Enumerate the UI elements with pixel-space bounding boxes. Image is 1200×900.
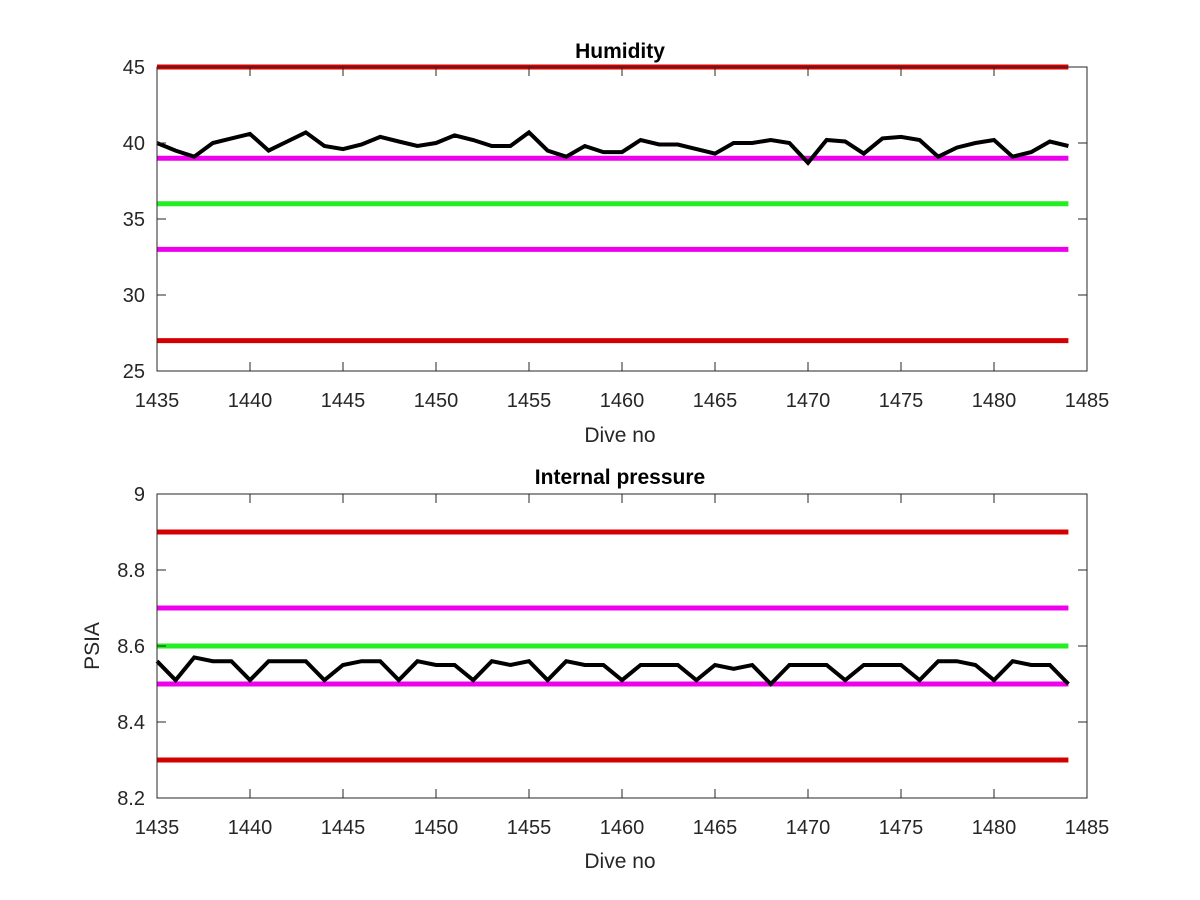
humidity-x-tick-label: 1480: [972, 390, 1017, 412]
humidity-x-tick-label: 1435: [135, 390, 180, 412]
humidity-ticks: 1435 1440 1445 1450 1455 1460 1465 1470 1475 1480…: [123, 57, 1110, 412]
pressure-x-tick-label: 1475: [879, 817, 924, 839]
humidity-x-axis-label: Dive no: [584, 424, 655, 447]
pressure-measurement-line: [155, 655, 1070, 687]
pressure-y-tick-label: 8.4: [117, 712, 145, 734]
pressure-x-tick-label: 1460: [600, 817, 645, 839]
humidity-measurement-line: [156, 129, 1069, 166]
humidity-title: Humidity: [575, 40, 665, 63]
humidity-plot-area: [156, 64, 1069, 344]
humidity-x-tick-label: 1485: [1065, 390, 1110, 412]
humidity-x-tick-label: 1455: [507, 390, 552, 412]
pressure-x-tick-label: 1445: [321, 817, 366, 839]
pressure-y-tick-label: 8.6: [117, 636, 145, 658]
pressure-x-tick-label: 1435: [135, 817, 180, 839]
humidity-x-tick-label: 1475: [879, 390, 924, 412]
humidity-y-tick-label: 45: [123, 57, 145, 79]
pressure-ticks: 1435 1440 1445 1450 1455 1460 1465 1470 1475 1480…: [117, 484, 1109, 839]
pressure-plot-area: [155, 529, 1070, 763]
humidity-x-tick-label: 1450: [414, 390, 459, 412]
pressure-subplot: Internal pressure 1435 1440 1445 1450 1455 14…: [81, 466, 1109, 873]
humidity-subplot: Humidity 1435 1440 1445 1450 1455 1460 1465 147…: [123, 40, 1110, 447]
pressure-x-tick-label: 1480: [972, 817, 1017, 839]
pressure-x-tick-label: 1450: [414, 817, 459, 839]
pressure-title: Internal pressure: [535, 466, 705, 489]
pressure-x-tick-label: 1440: [228, 817, 273, 839]
humidity-y-tick-label: 35: [123, 209, 145, 231]
humidity-y-tick-label: 40: [123, 133, 145, 155]
humidity-x-tick-label: 1470: [786, 390, 831, 412]
pressure-x-tick-label: 1485: [1065, 817, 1110, 839]
humidity-y-tick-label: 25: [123, 361, 145, 383]
pressure-x-tick-label: 1470: [786, 817, 831, 839]
pressure-x-axis-label: Dive no: [584, 850, 655, 873]
humidity-x-tick-label: 1440: [228, 390, 273, 412]
humidity-x-tick-label: 1445: [321, 390, 366, 412]
humidity-x-tick-label: 1460: [600, 390, 645, 412]
pressure-y-axis-label: PSIA: [81, 622, 104, 670]
pressure-y-tick-label: 8.2: [117, 788, 145, 810]
pressure-x-tick-label: 1465: [693, 817, 738, 839]
humidity-y-tick-label: 30: [123, 285, 145, 307]
pressure-y-tick-label: 9: [134, 484, 145, 506]
pressure-x-tick-label: 1455: [507, 817, 552, 839]
pressure-y-tick-label: 8.8: [117, 560, 145, 582]
humidity-axes-box: [156, 66, 1088, 372]
humidity-x-tick-label: 1465: [693, 390, 738, 412]
